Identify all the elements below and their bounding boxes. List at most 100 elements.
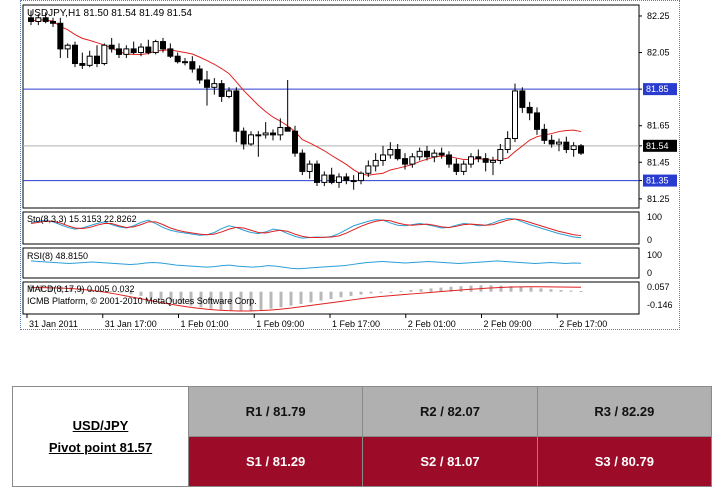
macd-histogram-bar bbox=[449, 286, 453, 292]
candle-body bbox=[343, 176, 350, 182]
candle-body bbox=[218, 83, 225, 97]
candle-body bbox=[167, 48, 174, 57]
candle-body bbox=[174, 55, 181, 63]
candle-body bbox=[548, 139, 555, 145]
macd-histogram-bar bbox=[249, 291, 253, 311]
candle-body bbox=[394, 148, 401, 160]
macd-histogram-bar bbox=[269, 291, 273, 309]
stochastic-signal-line bbox=[30, 218, 582, 239]
macd-histogram-bar bbox=[139, 291, 143, 296]
candle-body bbox=[453, 163, 460, 172]
macd-histogram-bar bbox=[569, 290, 573, 292]
macd-histogram-bar bbox=[359, 291, 363, 295]
candle-body bbox=[497, 148, 504, 161]
macd-histogram-bar bbox=[529, 287, 533, 292]
stochastic-label: Sto(8,3,3) 15.3153 22.8262 bbox=[27, 214, 137, 224]
level-tag bbox=[643, 83, 677, 96]
macd-histogram-bar bbox=[289, 291, 293, 306]
macd-histogram-bar bbox=[329, 291, 333, 299]
candle-body bbox=[482, 158, 489, 163]
macd-histogram-bar bbox=[119, 291, 123, 293]
macd-histogram-bar bbox=[419, 289, 423, 292]
macd-histogram-bar bbox=[429, 288, 433, 292]
candle-body bbox=[50, 20, 56, 24]
candle-body bbox=[534, 112, 540, 130]
candle-body bbox=[94, 55, 100, 65]
macd-histogram-bar bbox=[229, 291, 233, 311]
candle-body bbox=[152, 41, 159, 54]
candle-body bbox=[57, 22, 64, 50]
symbol-header: USDJPY,H1 81.50 81.54 81.49 81.54 bbox=[27, 8, 192, 19]
pivot-header-cell: USD/JPY Pivot point 81.57 bbox=[12, 386, 189, 487]
candle-body bbox=[226, 90, 232, 97]
candle-body bbox=[306, 163, 313, 172]
stochastic-main-line bbox=[30, 217, 582, 239]
level-tag-label: 81.35 bbox=[646, 176, 669, 186]
candle-body bbox=[372, 159, 379, 167]
macd-histogram-bar bbox=[319, 291, 323, 301]
macd-histogram-bar bbox=[489, 285, 493, 292]
s3-cell: S3 / 80.79 bbox=[536, 436, 713, 487]
macd-histogram-bar bbox=[389, 291, 393, 293]
macd-histogram-bar bbox=[39, 285, 43, 292]
macd-histogram-bar bbox=[279, 291, 283, 308]
candle-body bbox=[299, 152, 306, 172]
macd-histogram-bar bbox=[509, 286, 513, 292]
price-axis-label: 81.25 bbox=[647, 194, 670, 204]
macd-histogram-bar bbox=[149, 291, 153, 298]
candle-body bbox=[402, 158, 408, 165]
time-axis-label: 31 Jan 2011 bbox=[29, 319, 78, 329]
macd-histogram-bar bbox=[409, 290, 413, 292]
macd-histogram-bar bbox=[169, 291, 173, 302]
candle-body bbox=[72, 44, 78, 65]
candle-body bbox=[556, 141, 562, 145]
price-chart: 82.25 82.05 81.85 81.65 81.54 81.45 81.35 81.25… bbox=[22, 4, 677, 329]
macd-axis-label: -0.146 bbox=[647, 300, 673, 310]
macd-histogram-bar bbox=[539, 288, 543, 292]
candle-body bbox=[277, 127, 284, 136]
r2-cell: R2 / 82.07 bbox=[362, 386, 538, 437]
pivot-point-label: Pivot point 81.57 bbox=[48, 439, 153, 455]
candle-body bbox=[387, 148, 394, 156]
candle-body bbox=[358, 172, 364, 182]
macd-histogram-bar bbox=[59, 286, 63, 292]
macd-signal-line bbox=[31, 286, 582, 312]
macd-histogram-bar bbox=[49, 285, 53, 292]
candle-body bbox=[284, 127, 291, 132]
candle-body bbox=[116, 48, 122, 55]
candle-body bbox=[145, 46, 152, 54]
price-axis-label: 82.05 bbox=[647, 48, 670, 58]
candle-body bbox=[431, 152, 438, 158]
main-panel-frame bbox=[22, 4, 640, 209]
macd-histogram-bar bbox=[549, 289, 553, 292]
candle-body bbox=[211, 83, 218, 88]
candle-body bbox=[424, 150, 430, 158]
macd-histogram-bar bbox=[349, 291, 353, 296]
current-price-tag bbox=[643, 139, 677, 152]
macd-histogram-bar bbox=[459, 286, 463, 292]
candle-body bbox=[101, 44, 108, 65]
macd-histogram-bar bbox=[109, 291, 113, 293]
candle-body bbox=[526, 106, 533, 114]
macd-histogram-bar bbox=[239, 291, 243, 311]
macd-histogram-bar bbox=[469, 285, 473, 292]
macd-histogram-bar bbox=[499, 285, 503, 292]
candle-body bbox=[365, 165, 372, 174]
candle-body bbox=[350, 180, 357, 183]
time-axis-label: 2 Feb 09:00 bbox=[484, 319, 532, 329]
time-axis-label: 1 Feb 01:00 bbox=[181, 319, 229, 329]
candle-body bbox=[130, 48, 137, 54]
candle-body bbox=[42, 17, 49, 22]
platform-watermark: ICMB Platform, © 2001-2010 MetaQuotes So… bbox=[27, 296, 257, 306]
macd-histogram-bar bbox=[209, 291, 213, 309]
candle-body bbox=[314, 163, 320, 183]
macd-histogram-bar bbox=[439, 287, 443, 292]
macd-label: MACD(8,17,9) 0.005 0.032 bbox=[27, 284, 135, 294]
macd-histogram-bar bbox=[99, 290, 103, 292]
rsi-line bbox=[30, 260, 582, 270]
candle-body bbox=[123, 48, 130, 55]
candle-body bbox=[504, 138, 511, 150]
macd-histogram-bar bbox=[399, 290, 403, 292]
candle-body bbox=[204, 79, 210, 88]
macd-histogram-bar bbox=[299, 291, 303, 304]
